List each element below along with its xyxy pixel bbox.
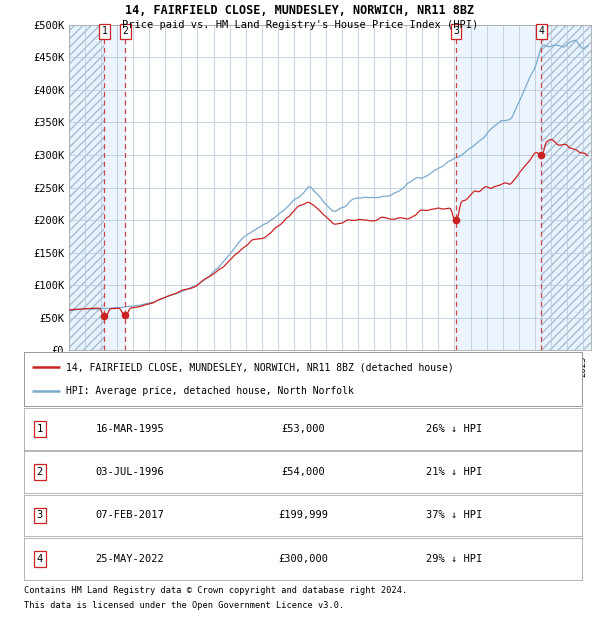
Text: Price paid vs. HM Land Registry's House Price Index (HPI): Price paid vs. HM Land Registry's House …: [122, 20, 478, 30]
Text: HPI: Average price, detached house, North Norfolk: HPI: Average price, detached house, Nort…: [66, 386, 354, 396]
Text: 3: 3: [453, 26, 459, 37]
Text: 07-FEB-2017: 07-FEB-2017: [95, 510, 164, 520]
Text: 3: 3: [37, 510, 43, 520]
Text: £300,000: £300,000: [278, 554, 328, 564]
Text: 37% ↓ HPI: 37% ↓ HPI: [426, 510, 482, 520]
Text: 14, FAIRFIELD CLOSE, MUNDESLEY, NORWICH, NR11 8BZ (detached house): 14, FAIRFIELD CLOSE, MUNDESLEY, NORWICH,…: [66, 362, 454, 372]
Text: 2: 2: [122, 26, 128, 37]
Text: This data is licensed under the Open Government Licence v3.0.: This data is licensed under the Open Gov…: [24, 601, 344, 611]
Text: 26% ↓ HPI: 26% ↓ HPI: [426, 423, 482, 433]
Text: 4: 4: [37, 554, 43, 564]
Text: 29% ↓ HPI: 29% ↓ HPI: [426, 554, 482, 564]
Bar: [69, 25, 104, 350]
Text: 4: 4: [538, 26, 544, 37]
Bar: [456, 25, 541, 350]
Text: 14, FAIRFIELD CLOSE, MUNDESLEY, NORWICH, NR11 8BZ: 14, FAIRFIELD CLOSE, MUNDESLEY, NORWICH,…: [125, 4, 475, 17]
Text: 1: 1: [101, 26, 107, 37]
Text: 25-MAY-2022: 25-MAY-2022: [95, 554, 164, 564]
Text: £199,999: £199,999: [278, 510, 328, 520]
Bar: [69, 25, 104, 350]
Text: 21% ↓ HPI: 21% ↓ HPI: [426, 467, 482, 477]
Text: 16-MAR-1995: 16-MAR-1995: [95, 423, 164, 433]
Text: £53,000: £53,000: [281, 423, 325, 433]
Text: Contains HM Land Registry data © Crown copyright and database right 2024.: Contains HM Land Registry data © Crown c…: [24, 586, 407, 595]
Text: 03-JUL-1996: 03-JUL-1996: [95, 467, 164, 477]
Text: £54,000: £54,000: [281, 467, 325, 477]
Bar: [541, 25, 591, 350]
Text: 2: 2: [37, 467, 43, 477]
Text: 1: 1: [37, 423, 43, 433]
Bar: [541, 25, 591, 350]
Bar: [104, 25, 125, 350]
